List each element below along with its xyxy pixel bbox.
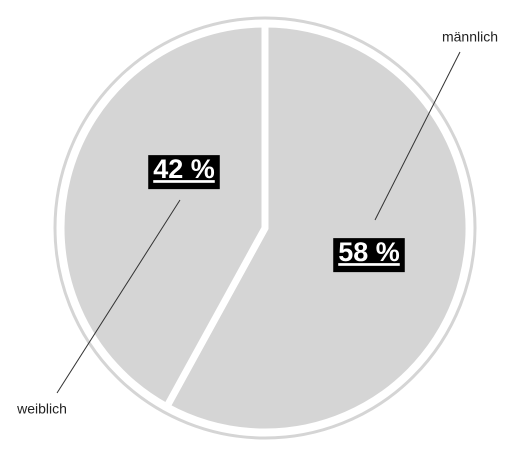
leader-line xyxy=(374,51,461,221)
category-label: männlich xyxy=(442,29,498,45)
leader-line xyxy=(56,199,181,394)
value-label-text: 42 % xyxy=(153,154,215,184)
pie-slice xyxy=(57,20,269,412)
category-label: weiblich xyxy=(16,401,67,417)
outer-ring xyxy=(53,16,477,440)
value-label: 42 % xyxy=(148,154,220,190)
pie-slice xyxy=(161,20,473,436)
value-label-box xyxy=(333,238,405,273)
value-label-box xyxy=(148,155,220,190)
value-label: 58 % xyxy=(333,237,405,273)
value-label-text: 58 % xyxy=(338,237,400,267)
